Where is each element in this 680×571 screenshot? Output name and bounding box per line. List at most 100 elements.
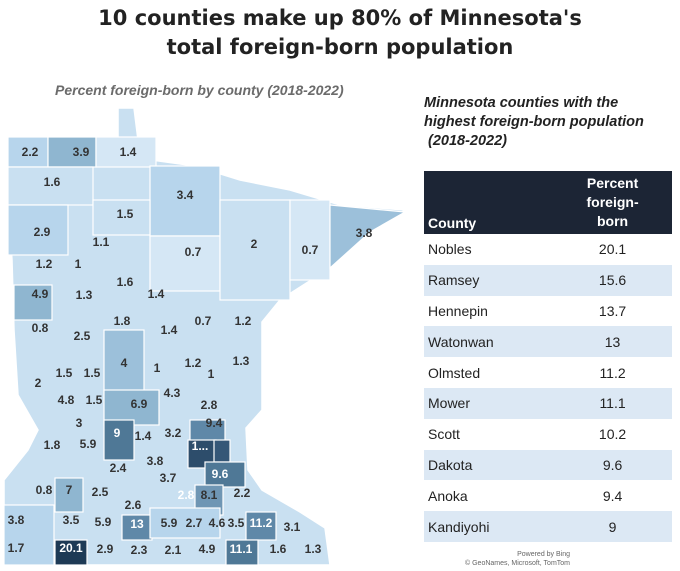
county-value-label: 4.3 (164, 386, 181, 400)
county-shape (149, 235, 221, 292)
map-subtitle: Percent foreign-born by county (2018-202… (55, 82, 344, 98)
county-value-label: 0.7 (302, 243, 319, 257)
county-value-label: 1 (75, 257, 82, 271)
county-shape (7, 204, 69, 256)
county-shape (103, 419, 135, 461)
value-cell: 20.1 (598, 241, 627, 258)
county-cell: Ramsey (424, 264, 554, 296)
county-cell: Scott (428, 426, 460, 443)
county-value-label: 1.5 (86, 393, 103, 407)
county-value-label: 3 (76, 416, 83, 430)
county-value-label: 4.6 (209, 516, 226, 530)
county-shape (204, 461, 246, 488)
county-value-label: 1.5 (117, 207, 134, 221)
county-value-label: 4 (121, 356, 128, 370)
county-value-label: 3.5 (63, 513, 80, 527)
county-shape (95, 136, 157, 168)
county-shape (289, 199, 331, 281)
county-value-label: 9.4 (206, 416, 223, 430)
county-shape (225, 539, 259, 566)
county-shape (121, 514, 153, 541)
county-value-label: 11.1 (230, 542, 253, 556)
county-value-label: 7 (66, 483, 73, 497)
county-value-label: 3.8 (8, 513, 25, 527)
county-value-label: 3.1 (284, 520, 301, 534)
title-line-2: total foreign-born population (166, 35, 514, 59)
county-labels: 2.2 3.9 1.41.63.41.52.91.10.72 0.73.81.2 11.… (8, 145, 373, 557)
value-cell: 13 (553, 326, 672, 358)
county-shape (103, 389, 160, 426)
map-credit: Powered by Bing © GeoNames, Microsoft, T… (465, 550, 570, 568)
value-cell: 13.7 (598, 302, 627, 319)
county-value-label: 1.8 (114, 314, 131, 328)
county-value-label: 0.7 (195, 314, 212, 328)
county-cell: Kandiyohi (424, 511, 554, 542)
county-value-label: 3.7 (160, 471, 177, 485)
county-value-label: 1.3 (233, 354, 250, 368)
county-value-label: 1.6 (117, 275, 134, 289)
chart-title: 10 counties make up 80% of Minnesota's t… (0, 4, 680, 62)
county-value-label: 1.4 (120, 145, 137, 159)
county-value-label: 6.9 (131, 397, 148, 411)
county-shape (54, 477, 84, 513)
county-shape (47, 136, 97, 168)
county-value-label: 2 (251, 237, 258, 251)
county-value-label: 3.4 (177, 188, 194, 202)
county-shape (245, 511, 277, 541)
table-row: Kandiyohi 9 (424, 511, 672, 542)
county-value-label: 1.2 (185, 356, 202, 370)
county-shape (219, 199, 291, 301)
county-value-label: 1.4 (161, 323, 178, 337)
table-header-row: County Percent foreign- born (424, 171, 672, 234)
header-pct-line-1: Percent (586, 175, 639, 191)
county-value-label: 2.1 (165, 543, 182, 557)
county-value-label: 2.5 (74, 329, 91, 343)
county-value-label: 5.9 (95, 515, 112, 529)
county-value-label: 1.2 (36, 257, 53, 271)
county-map: 2.2 3.9 1.4 1.6 3.4 1.5 2.9 1.1 0.7 2 0.7 3.8 1.2 1 1.… (4, 108, 407, 566)
table-row: Hennepin 13.7 (424, 296, 672, 327)
column-header-county: County (424, 171, 554, 234)
county-cell: Hennepin (428, 302, 488, 319)
table-row: Ramsey 15.6 (424, 264, 672, 296)
county-value-label: 11.2 (250, 516, 273, 530)
county-value-label: 2.8 (178, 488, 195, 502)
table-row: Nobles 20.1 (424, 234, 672, 265)
county-value-label: 1... (192, 439, 209, 453)
table-title-line-3: (2018-2022) (428, 133, 507, 149)
county-value-label: 20.1 (59, 541, 83, 555)
table-row: Watonwan 13 (424, 326, 672, 358)
county-value-label: 2.8 (201, 398, 218, 412)
county-value-label: 2.9 (97, 542, 114, 556)
county-value-label: 13 (130, 517, 144, 531)
county-value-label: 2 (35, 376, 42, 390)
county-shape (13, 284, 53, 321)
county-value-label: 2.4 (110, 461, 127, 475)
county-value-label: 3.8 (356, 226, 373, 240)
county-value-label: 1.4 (148, 287, 165, 301)
county-value-label: 9.6 (212, 467, 229, 481)
credit-line-1: Powered by Bing (517, 551, 570, 558)
county-value-label: 2.9 (34, 225, 51, 239)
county-value-label: 4.9 (32, 287, 49, 301)
county-shape (54, 539, 88, 566)
county-shape (329, 204, 407, 270)
value-cell: 11.2 (599, 364, 626, 381)
value-cell: 9.6 (553, 449, 672, 481)
value-cell: 10.2 (598, 426, 627, 443)
county-value-label: 1.8 (44, 438, 61, 452)
value-cell: 11.1 (553, 387, 672, 419)
county-value-label: 8.1 (201, 488, 218, 502)
county-value-label: 2.3 (131, 543, 148, 557)
table-row: Dakota 9.6 (424, 449, 672, 481)
column-header-percent: Percent foreign- born (553, 171, 672, 234)
county-value-label: 1 (154, 361, 161, 375)
header-pct-line-3: born (597, 213, 629, 229)
county-value-label: 3.5 (228, 516, 245, 530)
county-value-label: 9 (114, 426, 121, 440)
county-value-label: 3.9 (73, 145, 90, 159)
county-value-label: 1.7 (8, 541, 25, 555)
county-cell: Dakota (424, 449, 554, 481)
county-table: County Percent foreign- born Nobles 20.1 … (424, 171, 672, 542)
county-value-label: 1.2 (235, 314, 252, 328)
